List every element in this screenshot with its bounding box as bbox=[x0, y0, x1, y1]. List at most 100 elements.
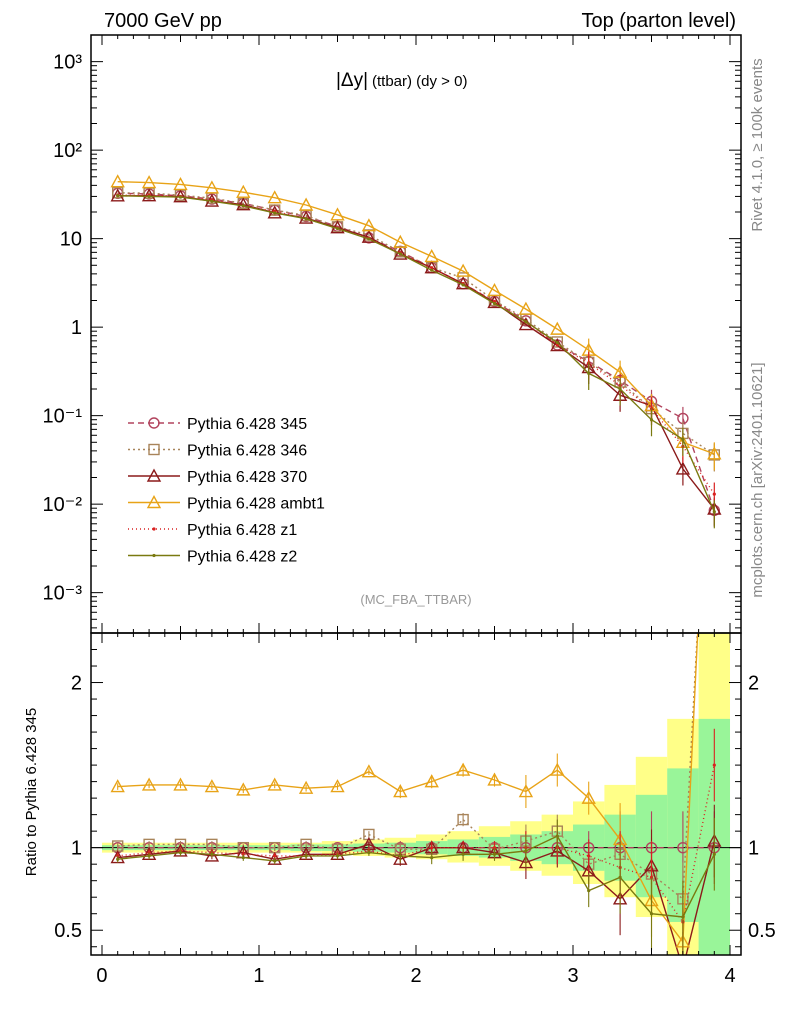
series-5-ratio-point bbox=[335, 854, 340, 858]
series-2-ratio-point bbox=[518, 855, 534, 869]
main-panel-series bbox=[110, 174, 722, 529]
series-3-point bbox=[361, 218, 377, 232]
series-5-ratio-point bbox=[178, 851, 183, 855]
series-3-ratio-point bbox=[110, 779, 125, 793]
series-4-point bbox=[712, 492, 716, 496]
y-axis-label-ratio: Ratio to Pythia 6.428 345 bbox=[23, 708, 40, 876]
series-3-point bbox=[141, 175, 157, 189]
series-5-ratio-point bbox=[649, 912, 654, 916]
y-tick-label-bottom-right: 1 bbox=[748, 838, 759, 860]
series-5-point bbox=[304, 217, 308, 221]
series-4-ratio-point bbox=[587, 854, 591, 858]
y-tick-label-top: 10 bbox=[60, 229, 82, 251]
legend-label: Pythia 6.428 346 bbox=[187, 443, 307, 460]
title-sub: (ttbar) (dy > 0) bbox=[372, 73, 467, 90]
series-2-point bbox=[675, 461, 691, 475]
series-4-line bbox=[117, 194, 715, 495]
series-2-point bbox=[424, 260, 439, 274]
series-3-ratio-line bbox=[117, 633, 699, 944]
legend-swatch-marker bbox=[148, 417, 160, 429]
series-3-point bbox=[267, 190, 282, 204]
series-5-point bbox=[712, 510, 716, 514]
series-4-ratio-point bbox=[430, 846, 434, 850]
legend-label: Pythia 6.428 ambt1 bbox=[187, 496, 325, 513]
series-3-ratio-point bbox=[298, 780, 314, 794]
series-4-point bbox=[430, 266, 434, 270]
series-1-point bbox=[111, 187, 124, 199]
series-5-ratio-point bbox=[524, 849, 528, 853]
series-5-point bbox=[618, 387, 622, 391]
series-5-ratio-point bbox=[398, 854, 402, 858]
series-3-ratio-point bbox=[455, 762, 471, 776]
series-3-ratio-point bbox=[236, 782, 251, 796]
series-3-ratio-point bbox=[518, 784, 534, 798]
series-5-point bbox=[398, 252, 402, 256]
series-4-ratio-point bbox=[712, 763, 716, 767]
x-tick-label: 0 bbox=[96, 965, 107, 987]
y-tick-label-bottom-right: 0.5 bbox=[748, 920, 776, 942]
series-5-ratio-point bbox=[430, 855, 434, 860]
series-3-ratio-point bbox=[141, 777, 157, 791]
series-5-ratio-point bbox=[304, 854, 308, 858]
series-5-point bbox=[492, 301, 497, 306]
series-5-point bbox=[147, 194, 151, 199]
legend-swatch-marker bbox=[146, 495, 162, 509]
series-3-point bbox=[204, 180, 220, 194]
series-5-ratio-point bbox=[461, 852, 465, 856]
y-tick-label-top: 10⁻¹ bbox=[43, 406, 83, 428]
series-5-point bbox=[273, 211, 277, 215]
legend-label: Pythia 6.428 z2 bbox=[187, 549, 297, 566]
series-2-ratio-point bbox=[330, 846, 345, 860]
series-3-ratio-point bbox=[173, 777, 188, 791]
series-5-point bbox=[524, 320, 528, 324]
series-5-ratio-point bbox=[116, 857, 120, 861]
series-5-point bbox=[116, 194, 120, 198]
y-tick-label-bottom: 1 bbox=[71, 838, 82, 860]
series-2-ratio-point bbox=[204, 848, 220, 862]
series-5-ratio-point bbox=[492, 852, 497, 856]
x-tick-label: 3 bbox=[567, 965, 578, 987]
series-5-ratio-point bbox=[712, 852, 716, 856]
series-2-point bbox=[173, 189, 188, 203]
y-tick-label-top: 10³ bbox=[53, 52, 82, 74]
legend-swatch-marker bbox=[152, 527, 156, 531]
series-3-ratio-point bbox=[424, 774, 439, 788]
legend-label: Pythia 6.428 370 bbox=[187, 469, 307, 486]
x-tick-label: 1 bbox=[253, 965, 264, 987]
series-3-point bbox=[393, 234, 408, 248]
axes: 0 1 2 3 4 10⁻³ 10⁻² 10⁻¹ 1 10 10² 10³ 0.5 0.5 1 1 2 2 bbox=[43, 34, 776, 987]
mcplots-label: mcplots.cern.ch [arXiv:2401.10621] bbox=[749, 362, 766, 597]
series-5-point bbox=[587, 371, 591, 376]
y-tick-label-bottom-right: 2 bbox=[748, 673, 759, 695]
title: |Δy| (ttbar) (dy > 0) bbox=[336, 70, 467, 91]
legend-label: Pythia 6.428 z1 bbox=[187, 522, 297, 539]
series-5-ratio-point bbox=[367, 851, 371, 855]
legend-swatch-marker bbox=[152, 553, 156, 558]
y-tick-label-top: 10⁻² bbox=[43, 494, 83, 516]
series-5-ratio-point bbox=[681, 915, 685, 919]
series-5-point bbox=[367, 237, 371, 241]
y-tick-label-top: 1 bbox=[71, 317, 82, 339]
series-3-line bbox=[117, 181, 715, 455]
legend-swatch-marker bbox=[148, 443, 160, 456]
series-5-point bbox=[335, 226, 340, 231]
series-3-ratio-point bbox=[267, 777, 282, 791]
y-tick-label-top: 10² bbox=[53, 140, 82, 162]
series-2-ratio-point bbox=[298, 846, 314, 860]
series-3-point bbox=[110, 174, 125, 188]
series-3-point bbox=[424, 248, 439, 263]
legend-label: Pythia 6.428 345 bbox=[187, 416, 307, 433]
series-3-ratio-point bbox=[393, 784, 408, 798]
series-5-ratio-point bbox=[587, 889, 591, 893]
series-3-point bbox=[487, 282, 502, 297]
series-2-ratio-point bbox=[393, 851, 408, 865]
rivet-version-label: Rivet 4.1.0, ≥ 100k events bbox=[749, 58, 766, 231]
series-2-ratio-point bbox=[141, 846, 157, 860]
ratio-uncertainty-bands bbox=[91, 633, 741, 955]
series-3-ratio-point bbox=[330, 779, 345, 793]
series-5-ratio-line bbox=[117, 835, 715, 918]
series-5-ratio-point bbox=[147, 854, 151, 858]
series-3-ratio-point bbox=[361, 764, 377, 778]
series-3-point bbox=[236, 184, 251, 198]
series-0-line bbox=[117, 192, 715, 511]
